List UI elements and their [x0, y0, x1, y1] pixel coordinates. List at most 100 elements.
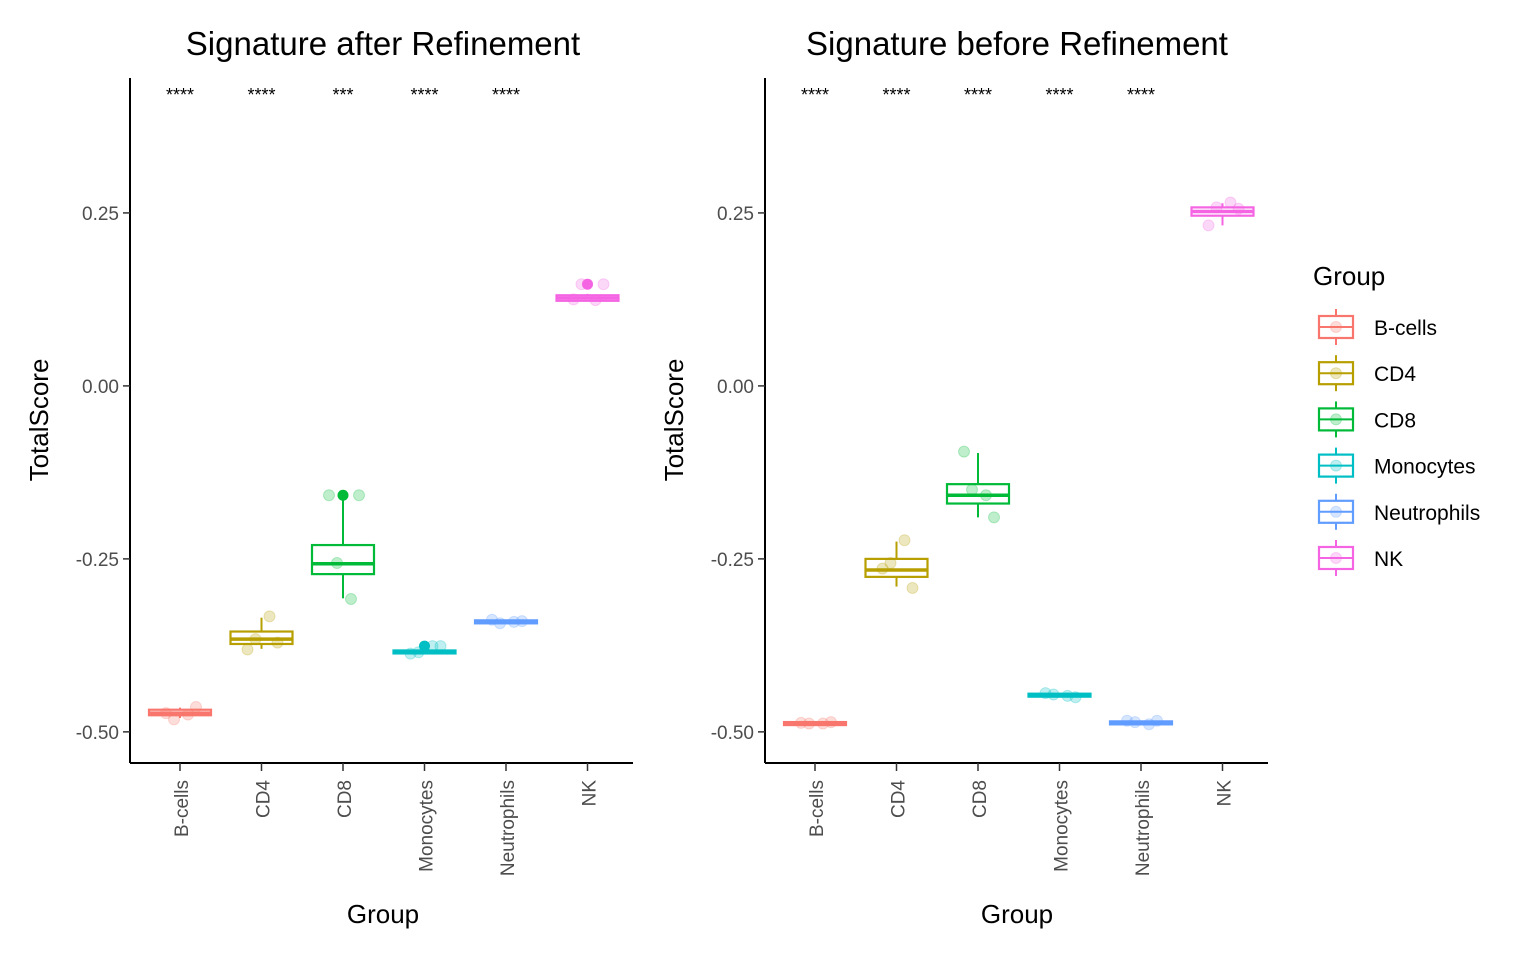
data-point — [898, 534, 911, 547]
data-point — [1061, 689, 1074, 702]
data-point — [988, 511, 1000, 524]
box-nk — [555, 293, 620, 302]
significance-label: **** — [964, 85, 992, 105]
legend-title: Group — [1313, 261, 1385, 291]
legend-key-point — [1330, 459, 1342, 472]
data-point — [1121, 714, 1133, 727]
data-point — [1069, 691, 1082, 704]
data-point — [980, 489, 992, 502]
y-tick-label: 0.25 — [717, 204, 754, 225]
box-neutrophils — [1108, 720, 1174, 726]
data-point — [884, 557, 897, 570]
legend-label: B-cells — [1374, 317, 1437, 340]
data-point — [160, 707, 172, 720]
significance-label: **** — [166, 85, 194, 105]
data-point — [271, 636, 284, 649]
data-point — [1202, 219, 1215, 232]
x-tick-label: Neutrophils — [498, 780, 519, 876]
legend-key — [1317, 355, 1355, 392]
data-point — [331, 557, 343, 570]
data-point — [168, 713, 180, 726]
data-point — [508, 615, 520, 628]
y-tick-label: 0.00 — [717, 377, 754, 398]
significance-label: **** — [801, 85, 829, 105]
legend-key — [1317, 401, 1355, 438]
x-tick-label: B-cells — [172, 780, 193, 837]
y-tick-label: 0.00 — [82, 377, 119, 398]
legend-key — [1317, 493, 1355, 530]
x-tick-label: CD8 — [335, 780, 356, 818]
y-tick-label: -0.50 — [711, 723, 754, 744]
data-point — [353, 489, 365, 502]
data-point — [241, 643, 254, 656]
significance-label: **** — [492, 85, 520, 105]
significance-label: **** — [410, 85, 438, 105]
y-axis-title: TotalScore — [24, 359, 54, 482]
data-point — [1224, 196, 1237, 209]
legend-key-point — [1330, 321, 1342, 333]
data-point — [876, 562, 889, 575]
data-point — [1210, 201, 1223, 214]
box-b-cells — [782, 720, 848, 727]
outlier-point — [582, 278, 593, 290]
significance-label: **** — [1045, 85, 1073, 105]
x-tick-label: CD8 — [970, 780, 991, 818]
legend-label: NK — [1374, 548, 1403, 571]
x-axis-title: Group — [981, 899, 1053, 929]
y-tick-label: -0.25 — [711, 550, 754, 571]
box-cd4 — [864, 541, 929, 587]
data-point — [249, 633, 262, 646]
legend-label: CD4 — [1374, 363, 1416, 386]
data-point — [597, 278, 610, 291]
significance-label: **** — [247, 85, 275, 105]
x-tick-label: Monocytes — [1052, 780, 1073, 872]
box-monocytes — [1027, 692, 1092, 698]
x-tick-label: CD4 — [889, 780, 910, 818]
legend: Group B-cells CD4 CD8 Monocytes Neutrophils NK — [1313, 261, 1480, 576]
box-iqr — [310, 543, 376, 576]
legend-label: Monocytes — [1374, 456, 1476, 479]
data-point — [1151, 714, 1163, 727]
data-point — [494, 617, 506, 630]
box-neutrophils — [473, 619, 539, 625]
legend-key-point — [1330, 367, 1342, 380]
data-point — [589, 294, 602, 307]
data-point — [190, 700, 202, 713]
data-point — [434, 640, 447, 653]
data-point — [486, 613, 498, 626]
panel-before-refinement: Signature before Refinement 0.25 0.00 -0.25… — [659, 25, 1268, 929]
box-cd4 — [229, 617, 294, 649]
x-tick-label: Monocytes — [417, 780, 438, 872]
legend-key — [1317, 447, 1355, 484]
data-point — [323, 489, 335, 502]
data-point — [263, 610, 276, 623]
data-point — [906, 581, 919, 594]
data-point — [516, 615, 528, 628]
data-point — [1143, 718, 1155, 731]
data-point — [958, 445, 970, 458]
y-tick-label: 0.25 — [82, 204, 119, 225]
data-point — [567, 293, 580, 306]
data-point — [795, 716, 807, 729]
legend-label: CD8 — [1374, 409, 1416, 432]
data-point — [817, 717, 829, 730]
data-point — [404, 647, 417, 660]
chart-title: Signature after Refinement — [186, 25, 580, 62]
outlier-point — [337, 489, 349, 501]
box-iqr — [864, 557, 929, 578]
x-tick-label: NK — [1215, 780, 1236, 807]
data-point — [182, 708, 194, 721]
legend-key-point — [1330, 505, 1342, 518]
x-tick-label: Neutrophils — [1133, 780, 1154, 876]
significance-label: **** — [1127, 85, 1155, 105]
data-point — [1047, 688, 1060, 701]
legend-label: Neutrophils — [1374, 502, 1480, 525]
legend-key — [1317, 540, 1355, 576]
significance-label: *** — [332, 85, 353, 105]
data-point — [345, 593, 357, 606]
legend-key — [1317, 309, 1355, 345]
y-tick-label: -0.50 — [76, 723, 119, 744]
y-axis-title: TotalScore — [659, 359, 689, 482]
data-point — [1039, 687, 1052, 700]
